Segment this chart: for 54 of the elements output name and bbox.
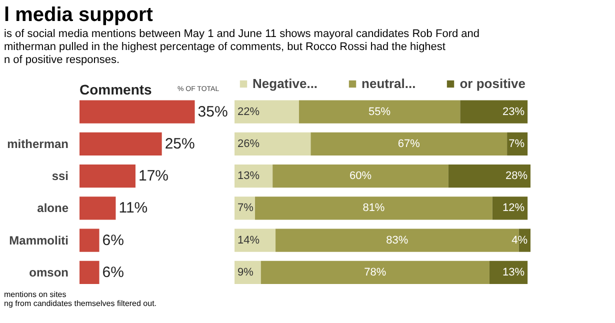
data-label: 28% [505, 170, 528, 182]
bar [80, 228, 100, 252]
text: is of social media mentions between May 1 and June 11 shows mayoral candidates Rob Ford and mitherman pulled in the highest percentage of comments, but Rocco Rossi had the highest n of positive responses. [4, 28, 481, 67]
bar [234, 228, 276, 252]
bar [460, 100, 528, 124]
bar [255, 196, 492, 220]
text: mentions on sites [4, 290, 66, 299]
data-label: 83% [386, 234, 408, 246]
data-label: 13% [238, 170, 260, 182]
chart-title: Comments [80, 81, 152, 98]
bar [80, 196, 116, 220]
data-label: 4% [512, 234, 528, 246]
data-label: 9% [238, 266, 254, 278]
bar [80, 100, 195, 124]
data-label: 60% [350, 170, 372, 182]
bar [80, 164, 136, 188]
legend-label: Negative... [252, 76, 318, 91]
y-tick-label: Mammoliti [9, 233, 69, 248]
bar [448, 164, 530, 188]
data-label: 13% [502, 266, 525, 278]
legend-label: or positive [460, 76, 526, 91]
data-label: 17% [138, 168, 169, 185]
data-label: 23% [502, 106, 525, 118]
y-tick-label: ssi [52, 169, 69, 184]
bar [260, 260, 490, 284]
data-label: 6% [102, 264, 124, 281]
bar [272, 164, 448, 188]
text: l media support [4, 4, 154, 26]
bar [492, 196, 528, 220]
bar [310, 132, 508, 156]
bar [80, 132, 162, 156]
data-label: 11% [118, 200, 148, 217]
data-label: 14% [238, 234, 260, 246]
text: ng from candidates themselves filtered out. [4, 299, 157, 308]
data-label: 78% [364, 266, 386, 278]
data-label: 7% [508, 138, 525, 150]
y-tick-label: mitherman [7, 136, 69, 151]
data-label: 67% [398, 138, 420, 150]
data-label: 81% [362, 202, 385, 214]
data-label: 25% [164, 135, 195, 152]
bar [80, 260, 100, 284]
data-label: 6% [102, 232, 124, 249]
bar [234, 100, 299, 124]
legend-label: neutral... [362, 76, 416, 91]
data-label: 12% [502, 202, 525, 214]
bar [298, 100, 460, 124]
data-label: 55% [368, 106, 391, 118]
bar [234, 132, 311, 156]
y-tick-label: omson [29, 265, 69, 280]
y-tick-label: alone [37, 201, 69, 216]
data-label: 7% [238, 202, 254, 214]
data-label: 22% [238, 106, 260, 118]
data-label: 35% [198, 103, 228, 120]
data-label: 26% [238, 138, 260, 150]
